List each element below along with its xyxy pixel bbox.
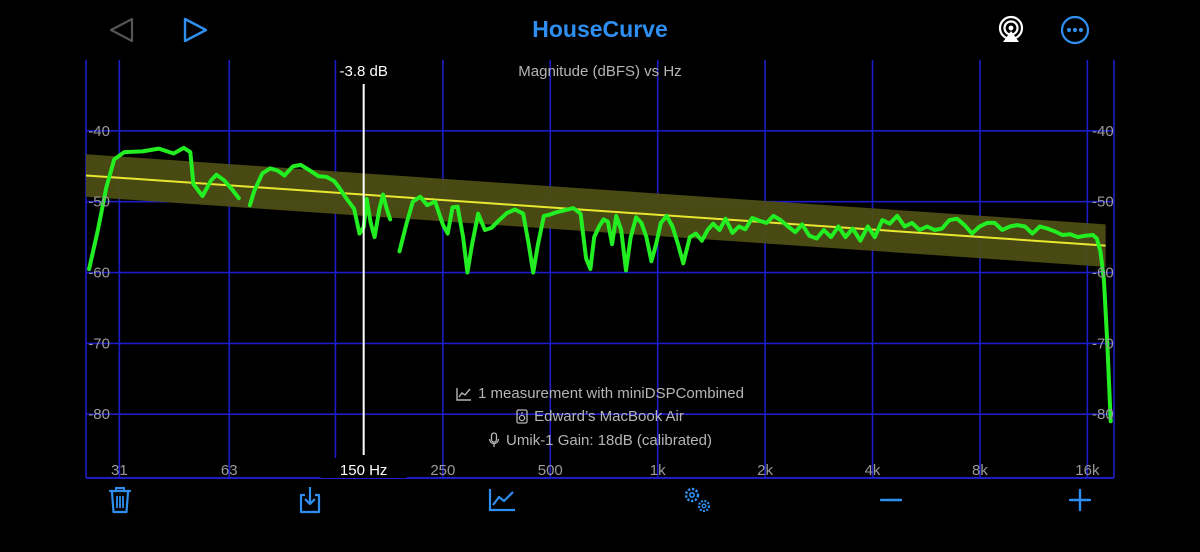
y-tick-label-right: -40 (1092, 123, 1114, 140)
y-tick-label-right: -70 (1092, 335, 1114, 352)
export-icon[interactable] (293, 483, 327, 517)
zoom-in-plus-icon[interactable] (1063, 483, 1097, 517)
chart-line-icon (456, 388, 472, 401)
x-tick-label: 1k (650, 462, 666, 479)
device-info: Edward’s MacBook Air (0, 408, 1200, 425)
x-tick-label: 250 (430, 462, 455, 479)
app-title: HouseCurve (532, 16, 668, 42)
measurement-curve-segment (397, 194, 1113, 424)
cursor-db-label: -3.8 dB (339, 63, 387, 80)
y-tick-label-right: -50 (1092, 194, 1114, 211)
y-tick-label-left: -60 (88, 265, 110, 282)
x-tick-label: 16k (1075, 462, 1100, 479)
speaker-icon (516, 409, 528, 424)
x-tick-label: 63 (221, 462, 238, 479)
measurement-count-text: 1 measurement with miniDSPCombined (478, 385, 744, 402)
top-bar: HouseCurve (0, 0, 1200, 60)
measurement-curve-segment (87, 145, 241, 271)
x-tick-label: 2k (757, 462, 773, 479)
y-tick-label-right: -60 (1092, 265, 1114, 282)
y-tick-label-left: -70 (88, 335, 110, 352)
y-tick-label-left: -40 (88, 123, 110, 140)
cursor-frequency-label-bg (320, 458, 407, 478)
y-tick-label-left: -50 (88, 194, 110, 211)
y-tick-label-left: -80 (88, 406, 110, 423)
device-name-text: Edward’s MacBook Air (534, 408, 684, 425)
mic-settings-text: Umik-1 Gain: 18dB (calibrated) (506, 432, 712, 449)
x-tick-label: 31 (111, 462, 128, 479)
chart-icon[interactable] (485, 483, 519, 517)
airplay-icon[interactable] (996, 15, 1026, 45)
y-tick-label-right: -80 (1092, 406, 1114, 423)
settings-gears-icon[interactable] (680, 483, 714, 517)
measurement-curve-segment (247, 162, 393, 240)
measurement-info: 1 measurement with miniDSPCombined (0, 385, 1200, 402)
trash-icon[interactable] (103, 483, 137, 517)
more-ellipsis-icon[interactable] (1060, 15, 1090, 45)
x-tick-label: 4k (865, 462, 881, 479)
x-tick-label: 8k (972, 462, 988, 479)
zoom-out-minus-icon[interactable] (874, 483, 908, 517)
cursor-frequency-label: 150 Hz (340, 462, 388, 479)
microphone-icon (488, 432, 500, 447)
chart-title: Magnitude (dBFS) vs Hz (518, 63, 681, 80)
x-tick-label: 500 (538, 462, 563, 479)
back-triangle-icon[interactable] (108, 16, 136, 44)
mic-info: Umik-1 Gain: 18dB (calibrated) (0, 432, 1200, 449)
forward-triangle-icon[interactable] (181, 16, 209, 44)
